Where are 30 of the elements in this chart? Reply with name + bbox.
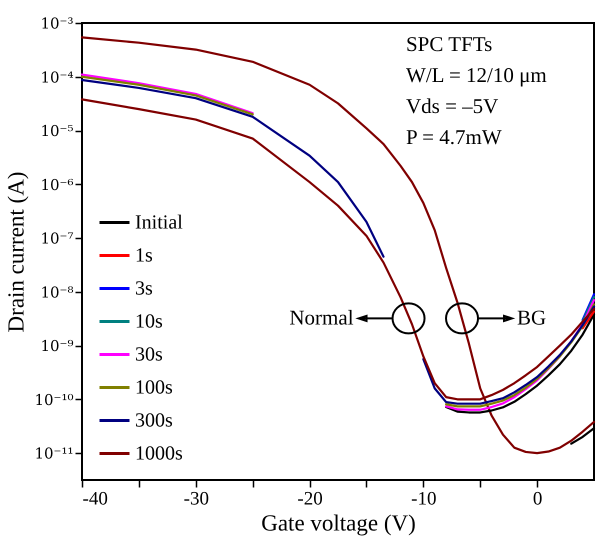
- legend-label: 1000s: [135, 442, 183, 464]
- y-tick-label: 10⁻⁷: [40, 230, 74, 248]
- x-tick-label: -10: [411, 488, 436, 510]
- x-tick-label: 0: [532, 488, 542, 510]
- y-tick-label: 10⁻³: [40, 14, 74, 32]
- annotation: Normal: [289, 305, 354, 330]
- y-tick-label: 10⁻⁸: [40, 283, 74, 302]
- annotation: SPC TFTs: [406, 32, 492, 56]
- legend-label: 100s: [135, 376, 173, 398]
- legend-label: 300s: [135, 410, 173, 432]
- annotation: W/L = 12/10 μm: [406, 63, 547, 87]
- annotation: BG: [517, 305, 546, 330]
- y-axis-title: Drain current (A): [3, 172, 28, 332]
- legend-label: 10s: [135, 310, 163, 332]
- y-tick-label: 10⁻¹¹: [34, 444, 74, 463]
- legend-label: 30s: [135, 344, 163, 366]
- y-tick-label: 10⁻⁴: [40, 68, 74, 86]
- legend-label: 1s: [135, 244, 153, 266]
- y-tick-label: 10⁻⁹: [40, 337, 74, 356]
- x-tick-label: -20: [297, 488, 323, 510]
- legend-label: Initial: [135, 212, 184, 234]
- y-tick-label: 10⁻⁶: [40, 176, 74, 194]
- annotation: P = 4.7mW: [406, 125, 502, 149]
- x-tick-label: -40: [82, 488, 108, 510]
- y-tick-label: 10⁻¹⁰: [34, 390, 74, 409]
- annotation: Vds = –5V: [406, 94, 498, 118]
- y-tick-label: 10⁻⁵: [40, 122, 74, 140]
- x-tick-label: -30: [184, 488, 209, 510]
- legend-label: 3s: [135, 278, 153, 300]
- x-axis-title: Gate voltage (V): [261, 510, 416, 536]
